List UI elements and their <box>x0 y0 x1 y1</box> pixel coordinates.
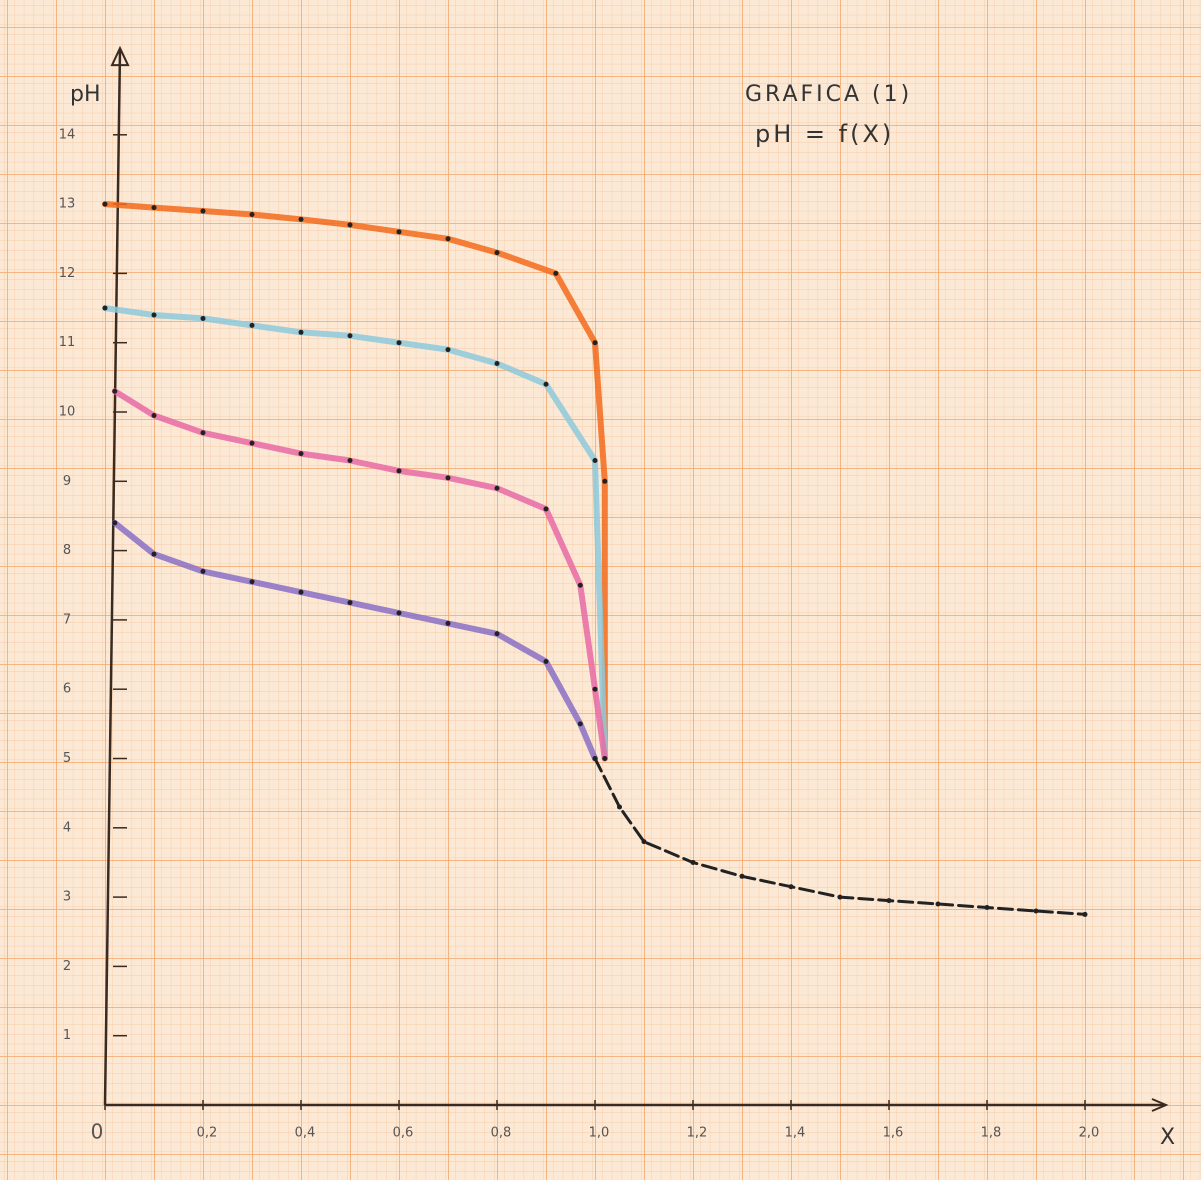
x-tick-label: 1,2 <box>687 1126 708 1141</box>
data-point <box>494 631 500 637</box>
y-tick-label: 6 <box>63 682 71 697</box>
data-point <box>494 485 500 491</box>
data-point <box>298 329 304 335</box>
y-tick-label: 12 <box>59 266 76 281</box>
y-tick-label: 4 <box>63 820 71 835</box>
data-point <box>935 901 941 907</box>
data-point <box>396 468 402 474</box>
data-point <box>396 340 402 346</box>
y-axis-label: pH <box>70 82 101 107</box>
x-tick-label: 1,8 <box>981 1126 1002 1141</box>
x-tick-label: 1,4 <box>785 1126 806 1141</box>
y-tick-label: 14 <box>59 127 76 142</box>
x-axis-arrow <box>1151 1098 1169 1112</box>
data-point <box>553 270 559 276</box>
x-tick-label: 0,4 <box>295 1126 316 1141</box>
data-line <box>111 519 598 762</box>
y-tick-label: 8 <box>63 543 71 558</box>
data-point <box>347 600 353 606</box>
data-point <box>641 839 647 845</box>
data-point <box>1033 908 1039 914</box>
x-tick-label: 0,6 <box>393 1126 414 1141</box>
data-point <box>445 620 451 626</box>
data-point <box>249 440 255 446</box>
y-tick-label: 2 <box>63 959 71 974</box>
x-tick-label: 0,8 <box>491 1126 512 1141</box>
data-point <box>592 458 598 464</box>
x-tick-label: 1,6 <box>883 1126 904 1141</box>
data-point <box>151 205 157 211</box>
data-point <box>886 898 892 904</box>
data-point <box>592 340 598 346</box>
data-point <box>102 305 108 311</box>
data-point <box>200 430 206 436</box>
data-point <box>577 582 583 588</box>
y-tick-label: 1 <box>63 1028 71 1043</box>
data-point <box>151 412 157 418</box>
data-point <box>592 756 598 761</box>
data-point <box>200 568 206 574</box>
data-point <box>249 579 255 585</box>
data-point <box>984 904 990 910</box>
data-point <box>1082 911 1088 917</box>
data-point <box>494 250 500 256</box>
x-tick-label: 0,2 <box>197 1126 218 1141</box>
data-point <box>396 610 402 616</box>
data-point <box>200 208 206 214</box>
y-axis <box>103 50 122 1106</box>
data-point <box>112 520 118 526</box>
data-point <box>298 451 304 457</box>
y-tick-label: 11 <box>59 335 76 350</box>
data-point <box>577 721 583 727</box>
data-point <box>543 658 549 664</box>
data-point <box>543 381 549 387</box>
data-point <box>347 333 353 339</box>
data-point <box>617 804 622 810</box>
data-point <box>837 894 843 900</box>
x-tick-label: 1,0 <box>589 1126 610 1141</box>
data-point <box>788 884 794 890</box>
data-point <box>249 322 255 328</box>
data-point <box>602 478 608 484</box>
data-point <box>592 686 598 692</box>
data-point <box>200 315 206 321</box>
data-point <box>298 216 304 222</box>
data-point <box>151 312 157 318</box>
y-tick-label: 10 <box>59 405 76 420</box>
data-point <box>112 388 118 394</box>
data-point <box>249 211 255 217</box>
data-point <box>602 756 608 761</box>
data-point <box>739 873 745 879</box>
chart-subtitle: pH = f(X) <box>755 120 894 148</box>
y-tick-label: 9 <box>63 474 71 489</box>
data-point <box>445 236 451 242</box>
data-point <box>494 360 500 366</box>
chart-title: GRAFICA (1) <box>745 82 912 107</box>
data-point <box>102 201 108 207</box>
y-axis-arrow <box>110 45 130 67</box>
y-tick-label: 13 <box>59 197 76 212</box>
data-point <box>396 229 402 235</box>
data-point <box>151 551 157 557</box>
x-axis-label: X <box>1160 1125 1175 1150</box>
y-tick-label: 7 <box>63 612 71 627</box>
data-line <box>593 757 1087 916</box>
data-point <box>347 222 353 228</box>
data-point <box>347 458 353 464</box>
data-point <box>543 506 549 512</box>
y-tick-label: 3 <box>63 890 71 905</box>
y-tick-label: 5 <box>63 751 71 766</box>
x-tick-label: 2,0 <box>1079 1126 1100 1141</box>
data-line <box>102 305 608 762</box>
data-point <box>690 859 696 865</box>
data-point <box>298 589 304 595</box>
data-point <box>445 475 451 481</box>
data-point <box>445 347 451 353</box>
x-tick-label: 0 <box>91 1120 104 1144</box>
